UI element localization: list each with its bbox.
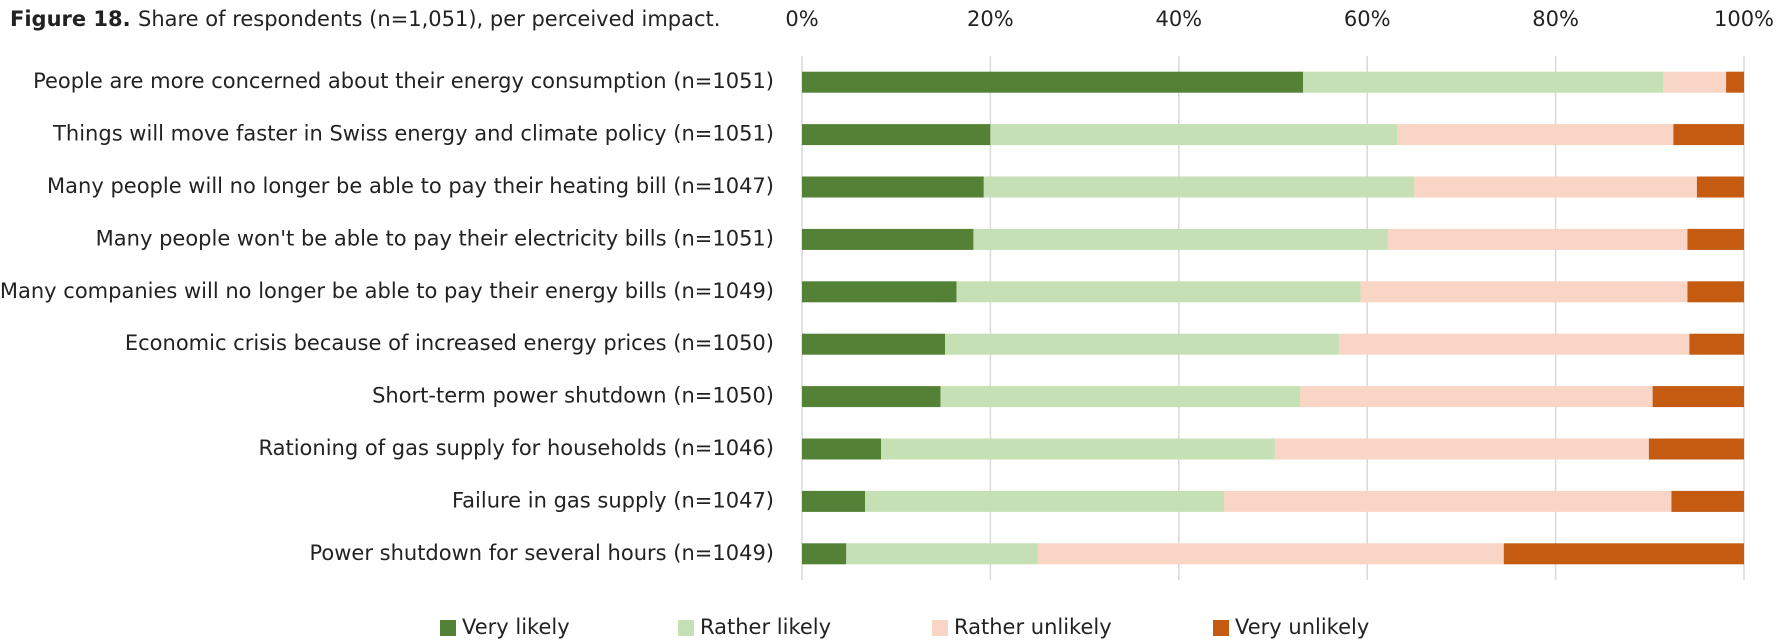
bar-segment bbox=[1397, 124, 1674, 146]
x-tick-label: 80% bbox=[1532, 7, 1579, 31]
bar-segment bbox=[802, 490, 866, 512]
legend-label: Rather unlikely bbox=[954, 615, 1112, 639]
y-tick-label: Short-term power shutdown (n=1050) bbox=[372, 384, 774, 408]
bar-segment bbox=[802, 543, 847, 565]
bar-segment bbox=[846, 543, 1038, 565]
bar-segment bbox=[1503, 543, 1744, 565]
bar-segment bbox=[802, 71, 1304, 93]
x-tick-label: 100% bbox=[1714, 7, 1774, 31]
bar-segment bbox=[983, 176, 1415, 198]
bar-segment bbox=[865, 490, 1225, 512]
bar-segment bbox=[881, 438, 1275, 460]
bar-segment bbox=[802, 333, 946, 355]
bar-segment bbox=[802, 176, 984, 198]
bar-segment bbox=[1274, 438, 1649, 460]
bar-segment bbox=[802, 124, 991, 146]
bar-segment bbox=[1689, 333, 1744, 355]
legend-swatch bbox=[1213, 620, 1229, 636]
bar-segment bbox=[1300, 386, 1653, 408]
bar-segment bbox=[802, 386, 941, 408]
bar-segment bbox=[1303, 71, 1663, 93]
chart-title: Share of respondents (n=1,051), per perc… bbox=[138, 7, 720, 31]
y-tick-label: Power shutdown for several hours (n=1049… bbox=[309, 541, 774, 565]
bar-segment bbox=[1652, 386, 1744, 408]
x-tick-label: 0% bbox=[785, 7, 818, 31]
bar-segment bbox=[1726, 71, 1744, 93]
bar-segment bbox=[940, 386, 1301, 408]
bar-segment bbox=[973, 228, 1388, 250]
y-tick-label: Things will move faster in Swiss energy … bbox=[52, 122, 774, 146]
y-tick-label: Many people will no longer be able to pa… bbox=[47, 174, 774, 198]
bar-segment bbox=[1224, 490, 1672, 512]
bar-segment bbox=[956, 281, 1361, 303]
bar-segment bbox=[802, 281, 957, 303]
y-tick-label: Rationing of gas supply for households (… bbox=[258, 436, 774, 460]
x-tick-label: 20% bbox=[967, 7, 1014, 31]
bar-segment bbox=[802, 228, 974, 250]
y-tick-label: Failure in gas supply (n=1047) bbox=[452, 488, 774, 512]
legend-label: Rather likely bbox=[700, 615, 831, 639]
bar-segment bbox=[1662, 71, 1727, 93]
bar-segment bbox=[1648, 438, 1744, 460]
y-tick-label: People are more concerned about their en… bbox=[33, 69, 774, 93]
legend-swatch bbox=[678, 620, 694, 636]
bar-segment bbox=[1671, 490, 1744, 512]
bar-segment bbox=[990, 124, 1398, 146]
bar-segment bbox=[1414, 176, 1697, 198]
x-tick-label: 40% bbox=[1155, 7, 1202, 31]
y-tick-label: Economic crisis because of increased ene… bbox=[125, 331, 774, 355]
x-tick-label: 60% bbox=[1344, 7, 1391, 31]
bar-segment bbox=[1687, 228, 1744, 250]
y-tick-label: Many companies will no longer be able to… bbox=[0, 279, 774, 303]
bar-segment bbox=[1037, 543, 1504, 565]
legend-label: Very likely bbox=[462, 615, 570, 639]
bar-segment bbox=[1696, 176, 1744, 198]
bar-segment bbox=[1338, 333, 1690, 355]
bar-segment bbox=[1360, 281, 1688, 303]
bar-segment bbox=[1387, 228, 1688, 250]
legend-swatch bbox=[932, 620, 948, 636]
y-tick-label: Many people won't be able to pay their e… bbox=[96, 226, 774, 250]
legend-swatch bbox=[440, 620, 456, 636]
figure-label: Figure 18. bbox=[10, 7, 131, 31]
legend-label: Very unlikely bbox=[1235, 615, 1369, 639]
bar-segment bbox=[945, 333, 1339, 355]
bar-segment bbox=[802, 438, 882, 460]
bar-segment bbox=[1673, 124, 1744, 146]
bar-segment bbox=[1687, 281, 1744, 303]
